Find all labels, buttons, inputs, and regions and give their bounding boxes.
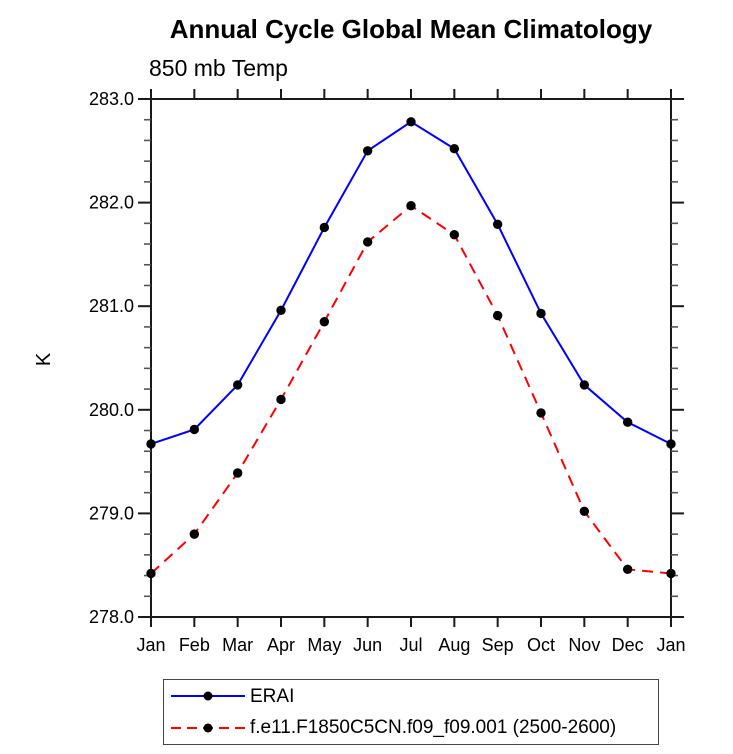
data-point-marker bbox=[492, 310, 503, 321]
data-point-marker bbox=[622, 417, 633, 427]
data-point-marker bbox=[406, 201, 416, 211]
data-point-marker bbox=[276, 305, 286, 316]
data-point-marker bbox=[276, 394, 286, 405]
legend: ERAI f.e11.F1850C5CN.f09_f09.001 (2500-2… bbox=[163, 679, 659, 745]
plot-frame bbox=[150, 98, 672, 618]
data-point-marker bbox=[449, 144, 460, 154]
data-point-marker bbox=[362, 237, 373, 247]
data-point-marker bbox=[492, 219, 503, 230]
legend-sample-marker bbox=[203, 691, 213, 701]
data-point-marker bbox=[232, 468, 243, 478]
x-axis-tick-label: Apr bbox=[267, 635, 295, 655]
data-point-marker bbox=[536, 308, 546, 319]
y-axis-tick-label: 282.0 bbox=[89, 193, 134, 213]
legend-item-erai: ERAI bbox=[164, 681, 658, 711]
legend-label-model: f.e11.F1850C5CN.f09_f09.001 (2500-2600) bbox=[250, 717, 617, 739]
x-axis-tick-label: Dec bbox=[612, 635, 644, 655]
legend-line-sample-solid bbox=[171, 691, 245, 701]
chart-title: Annual Cycle Global Mean Climatology bbox=[169, 14, 653, 44]
x-axis-tick-label: Jan bbox=[656, 635, 685, 655]
data-point-marker bbox=[319, 222, 330, 233]
legend-line-sample-dashed bbox=[171, 723, 245, 733]
x-axis-tick-label: May bbox=[307, 635, 341, 655]
data-point-marker bbox=[579, 380, 590, 390]
legend-label-erai: ERAI bbox=[250, 685, 295, 707]
x-axis-tick-label: Jan bbox=[136, 635, 165, 655]
data-point-marker bbox=[666, 439, 676, 449]
data-point-marker bbox=[449, 230, 460, 240]
x-axis-tick-label: Jun bbox=[353, 635, 382, 655]
series-line-erai bbox=[150, 120, 672, 445]
chart-subtitle: 850 mb Temp bbox=[149, 55, 288, 81]
data-point-marker bbox=[319, 317, 330, 327]
data-point-marker bbox=[146, 439, 156, 449]
x-axis-tick-label: Jul bbox=[399, 635, 422, 655]
x-axis-tick-label: Oct bbox=[527, 635, 555, 655]
data-point-marker bbox=[666, 568, 676, 579]
x-axis-tick-label: Nov bbox=[568, 635, 600, 655]
y-axis-tick-label: 279.0 bbox=[89, 503, 134, 523]
x-axis-tick-label: Sep bbox=[482, 635, 514, 655]
data-point-marker bbox=[362, 146, 373, 156]
series-line-model bbox=[150, 204, 672, 575]
y-axis-tick-label: 280.0 bbox=[89, 400, 134, 420]
data-point-marker bbox=[146, 568, 156, 579]
x-axis-tick-label: Mar bbox=[222, 635, 253, 655]
data-point-marker bbox=[232, 380, 243, 390]
y-axis-tick-label: 278.0 bbox=[89, 607, 134, 627]
y-axis-tick-label: 281.0 bbox=[89, 296, 134, 316]
x-axis-tick-label: Feb bbox=[179, 635, 210, 655]
data-point-marker bbox=[579, 506, 590, 517]
data-point-marker bbox=[406, 117, 416, 127]
y-axis-tick-label: 283.0 bbox=[89, 89, 134, 109]
x-axis-tick-label: Aug bbox=[438, 635, 470, 655]
data-point-marker bbox=[536, 408, 546, 418]
data-point-marker bbox=[622, 564, 633, 575]
legend-sample-marker bbox=[203, 723, 213, 733]
legend-item-model: f.e11.F1850C5CN.f09_f09.001 (2500-2600) bbox=[164, 713, 658, 743]
data-point-marker bbox=[189, 529, 200, 539]
data-point-marker bbox=[189, 424, 200, 435]
